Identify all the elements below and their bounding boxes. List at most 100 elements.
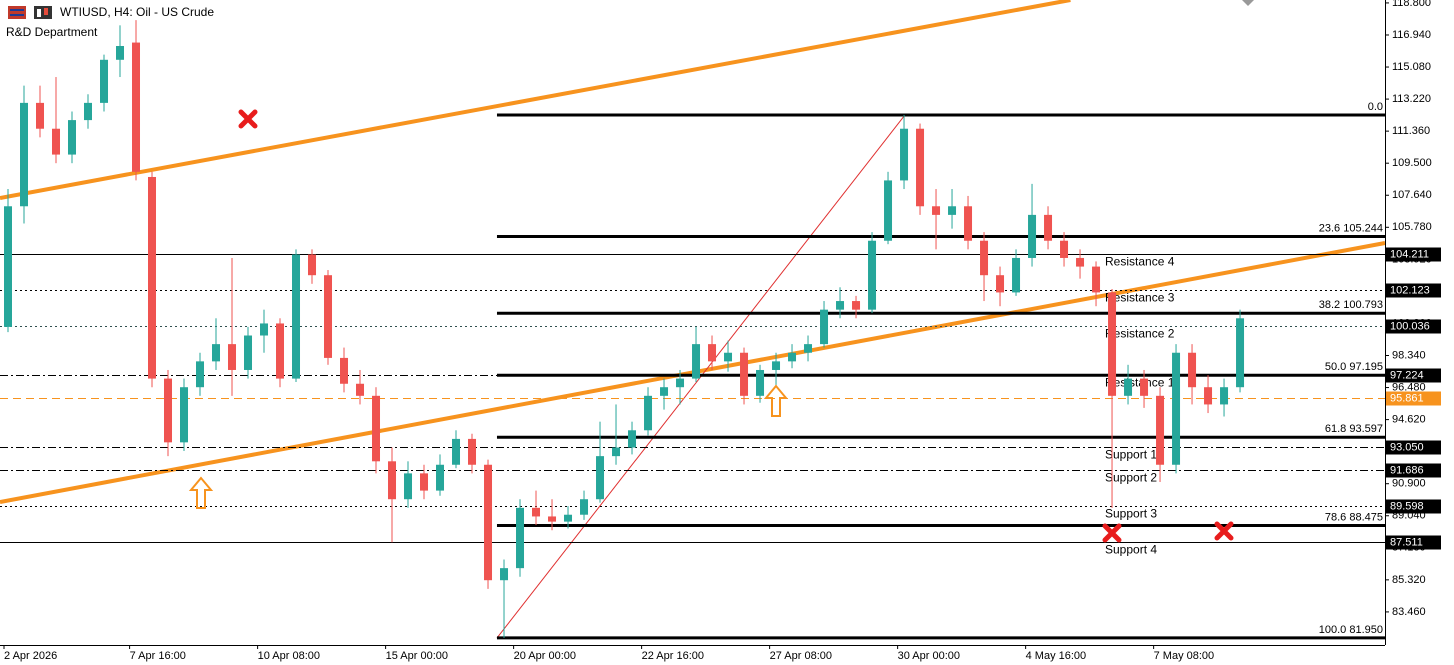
y-tick-label: 109.500 bbox=[1392, 157, 1432, 169]
annotations-x bbox=[238, 109, 1234, 543]
level-label-box bbox=[1386, 391, 1441, 406]
subtitle: R&D Department bbox=[6, 25, 98, 39]
x-tick-label: 30 Apr 00:00 bbox=[898, 650, 960, 662]
fib-label: 0.0 bbox=[1368, 101, 1383, 113]
y-axis: 118.800 116.940 115.080 113.220 111.360 109.5… bbox=[1385, 0, 1441, 618]
candle-body bbox=[340, 357, 349, 384]
fib-label: 23.6 105.244 bbox=[1319, 222, 1383, 234]
candle-body bbox=[980, 240, 989, 276]
level-label-box bbox=[1386, 535, 1441, 550]
candle-body bbox=[868, 240, 877, 310]
candle-body bbox=[420, 473, 429, 491]
candle-body bbox=[116, 46, 125, 60]
x-mark bbox=[238, 109, 258, 129]
candle-body bbox=[772, 361, 781, 370]
candle-body bbox=[644, 395, 653, 431]
level-label-box bbox=[1386, 463, 1441, 478]
candle-body bbox=[132, 42, 141, 172]
candle-body bbox=[372, 395, 381, 462]
candle-body bbox=[1092, 266, 1101, 293]
candle-body bbox=[788, 352, 797, 362]
candle-body bbox=[820, 309, 829, 345]
fib-label: 50.0 97.195 bbox=[1325, 361, 1383, 373]
y-tick-label: 115.080 bbox=[1392, 61, 1431, 73]
x-tick-label: 20 Apr 00:00 bbox=[514, 650, 576, 662]
fib-label: 78.6 88.475 bbox=[1325, 511, 1383, 523]
candle-body bbox=[596, 456, 605, 500]
trendline bbox=[0, 0, 1071, 200]
level-label: 100.036 bbox=[1390, 320, 1430, 332]
candle-body bbox=[292, 254, 301, 379]
candle-body bbox=[324, 275, 333, 358]
y-tick-label: 113.220 bbox=[1392, 93, 1431, 105]
level-label: 95.861 bbox=[1390, 392, 1424, 404]
annotations bbox=[188, 384, 789, 509]
candle-body bbox=[1220, 387, 1229, 405]
level-label-box bbox=[1386, 499, 1441, 514]
candle-body bbox=[612, 447, 621, 457]
candle-body bbox=[1044, 214, 1053, 241]
chart-title: WTIUSD, H4: Oil - US Crude bbox=[60, 5, 214, 19]
y-tick-label: 98.340 bbox=[1392, 349, 1426, 361]
x-tick-label: 27 Apr 08:00 bbox=[770, 650, 832, 662]
x-tick-label: 4 May 16:00 bbox=[1026, 650, 1087, 662]
candle-body bbox=[996, 275, 1005, 293]
y-tick-label: 105.780 bbox=[1392, 221, 1432, 233]
fib-label: 38.2 100.793 bbox=[1319, 299, 1383, 311]
candle-body bbox=[1188, 352, 1197, 388]
y-tick-label: 83.460 bbox=[1392, 606, 1426, 618]
level-label: 89.598 bbox=[1390, 500, 1424, 512]
candle-body bbox=[308, 254, 317, 276]
level-label-box bbox=[1386, 440, 1441, 455]
candle-body bbox=[628, 430, 637, 448]
level-text: Support 3 bbox=[1105, 507, 1157, 521]
candle-body bbox=[900, 128, 909, 181]
candle-body bbox=[468, 438, 477, 465]
level-label: 104.211 bbox=[1390, 248, 1429, 260]
candle-body bbox=[836, 301, 845, 310]
candle-body bbox=[68, 120, 77, 155]
candle-body bbox=[196, 361, 205, 388]
candle-body bbox=[452, 438, 461, 465]
candle-body bbox=[964, 206, 973, 241]
candle-body bbox=[4, 206, 13, 327]
plot-area: Resistance 4 Resistance 3 Resistance 2 Resi… bbox=[0, 0, 1386, 640]
candle-body bbox=[692, 344, 701, 379]
y-tick-label: 90.900 bbox=[1392, 478, 1426, 490]
candle-body bbox=[180, 387, 189, 443]
y-tick-label: 94.620 bbox=[1392, 414, 1426, 426]
level-text: Resistance 2 bbox=[1105, 327, 1175, 341]
candle-body bbox=[1140, 378, 1149, 396]
candle-body bbox=[564, 514, 573, 522]
candle-body bbox=[356, 383, 365, 396]
x-tick-label: 7 Apr 16:00 bbox=[130, 650, 186, 662]
fib-label: 61.8 93.597 bbox=[1325, 423, 1383, 435]
level-label-box bbox=[1386, 247, 1441, 262]
candle-body bbox=[1156, 395, 1165, 465]
candle-body bbox=[884, 180, 893, 241]
y-tick-label: 85.320 bbox=[1392, 574, 1426, 586]
level-text: Support 2 bbox=[1105, 471, 1157, 485]
candle-body bbox=[164, 378, 173, 443]
candle-body bbox=[948, 206, 957, 215]
candle-body bbox=[260, 323, 269, 336]
candle-body bbox=[852, 301, 861, 310]
level-label: 87.511 bbox=[1390, 536, 1423, 548]
x-mark bbox=[1214, 521, 1234, 541]
candle-body bbox=[20, 102, 29, 207]
level-text: Support 4 bbox=[1105, 543, 1157, 557]
candle-body bbox=[724, 352, 733, 362]
fib-label: 100.0 81.950 bbox=[1319, 624, 1383, 636]
candle-body bbox=[276, 323, 285, 379]
level-label: 102.123 bbox=[1390, 284, 1430, 296]
level-text: Resistance 1 bbox=[1105, 376, 1175, 390]
candle-body bbox=[740, 352, 749, 396]
candle-body bbox=[1124, 378, 1133, 396]
x-tick-label: 15 Apr 00:00 bbox=[386, 650, 448, 662]
marker-diamond bbox=[1242, 0, 1254, 6]
candle-body bbox=[1012, 257, 1021, 293]
candle-body bbox=[148, 176, 157, 379]
up-arrow bbox=[188, 476, 214, 509]
